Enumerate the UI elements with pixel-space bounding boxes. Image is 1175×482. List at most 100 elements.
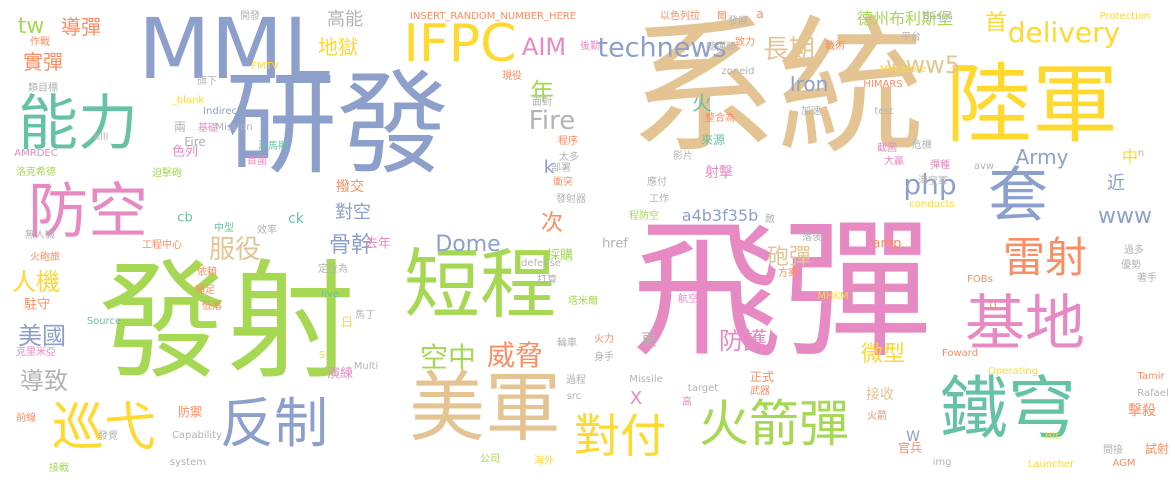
word-cloud-word: U: [989, 301, 997, 312]
word-cloud-word: 面對: [532, 97, 552, 108]
word-cloud-word: MHKM: [817, 291, 849, 302]
word-cloud-word: technews: [597, 32, 727, 64]
word-cloud-word: Dome: [435, 232, 501, 257]
word-cloud-word: 發射器: [556, 194, 586, 205]
word-cloud-word: www5: [885, 51, 961, 79]
word-cloud-word: 擊殺: [1128, 403, 1156, 419]
word-cloud-word: php: [903, 168, 957, 201]
word-cloud-word: Launcher: [1027, 459, 1075, 470]
word-cloud-word: k: [543, 157, 555, 178]
word-cloud-word: 危機: [912, 140, 932, 151]
word-cloud-word: 導致: [20, 367, 68, 395]
word-cloud-word: 工程中心: [142, 240, 182, 251]
word-cloud-word: ck: [288, 211, 304, 227]
word-cloud-word: 火箭彈: [699, 395, 849, 453]
word-cloud-word: 對空: [335, 202, 371, 223]
word-cloud-word: Army: [1015, 145, 1069, 169]
word-cloud-word: Tamir: [1137, 371, 1165, 382]
word-cloud-word: FMTV: [251, 61, 279, 72]
word-cloud-word: 砲彈: [766, 245, 812, 270]
word-cloud-word: 洛克希德: [16, 167, 56, 178]
word-cloud-word: 以色列拉: [660, 11, 700, 22]
word-cloud-word: 採購: [546, 248, 574, 264]
word-cloud-word: 導彈: [61, 15, 101, 39]
word-cloud-word: 發射: [98, 248, 356, 397]
word-cloud-word: 日: [340, 315, 354, 329]
word-cloud-word: X: [629, 388, 643, 409]
word-cloud-word: 敵: [765, 214, 775, 225]
word-cloud-word: Operating: [988, 366, 1038, 377]
word-cloud-word: S: [318, 350, 326, 361]
word-cloud-word: FOBs: [967, 274, 993, 285]
word-cloud-word: 兩: [173, 120, 187, 134]
word-cloud-word: 火箭: [867, 411, 887, 422]
word-cloud-word: 防禦: [177, 405, 203, 419]
word-cloud-word: Protection: [1099, 11, 1151, 22]
word-cloud-word: 海外: [534, 456, 554, 467]
word-cloud-word: _blank: [171, 95, 205, 106]
word-cloud-word: 巡弋: [51, 398, 157, 458]
word-cloud-word: 應付: [647, 177, 667, 188]
word-cloud-word: W: [906, 429, 920, 445]
word-cloud-word: 類目標: [28, 83, 58, 94]
word-cloud-word: Fire: [528, 106, 576, 136]
word-cloud-word: 極彈頭: [706, 42, 736, 53]
word-cloud-word: href: [602, 236, 628, 252]
word-cloud-word: 實彈: [23, 50, 63, 74]
word-cloud-word: Kill: [93, 132, 109, 143]
word-cloud-word: 射擊: [705, 165, 733, 181]
word-cloud-word: 部署: [551, 163, 571, 174]
word-cloud-word: Bases: [923, 11, 953, 22]
word-cloud-word: 演練: [326, 366, 354, 382]
word-cloud-word: 服役: [208, 235, 262, 265]
word-cloud-word: Foward: [941, 348, 979, 359]
word-cloud-word: 陸軍: [946, 55, 1118, 155]
word-cloud-word: img: [932, 457, 952, 468]
word-cloud-word: Iron: [789, 72, 829, 96]
word-cloud-word: a: [756, 7, 764, 21]
word-cloud-word: 雷射: [1002, 233, 1088, 282]
word-cloud-word: 塔米爾: [568, 296, 598, 307]
word-cloud-word: 發覺: [98, 431, 118, 442]
word-cloud-word: 威脅: [486, 339, 544, 372]
word-cloud-word: INSERT_RANDOM_NUMBER_HERE: [409, 11, 577, 22]
word-cloud-word: 太多: [559, 152, 579, 163]
word-cloud-word: 近: [1107, 173, 1125, 194]
word-cloud-word: www: [1098, 204, 1152, 229]
word-cloud-word: 落後: [802, 232, 822, 243]
word-cloud-word: Missile: [629, 374, 663, 385]
word-cloud-word: 鐵穹: [939, 370, 1077, 449]
word-cloud-word: 試射: [1144, 442, 1170, 456]
word-cloud-word: 接戰: [49, 463, 69, 474]
word-cloud-word: 接收: [866, 387, 894, 403]
word-cloud-word: AIM: [521, 33, 567, 61]
word-cloud-word: 馬丁: [355, 310, 375, 321]
word-cloud-word: 海馬斯: [258, 141, 288, 152]
word-cloud-word: 過多: [1124, 245, 1144, 256]
word-cloud-word: 過程: [566, 375, 586, 386]
word-cloud-word: 彈種: [930, 160, 950, 171]
word-cloud-word: system: [169, 457, 207, 468]
word-cloud-word: amp: [872, 236, 902, 252]
word-cloud-word: 迫擊砲: [152, 168, 182, 179]
word-cloud-word: 飛彈: [631, 205, 933, 379]
word-cloud-word: 克里米亞: [16, 347, 56, 358]
word-cloud-word: 短程: [404, 240, 556, 329]
word-cloud-word: 能力: [18, 89, 138, 159]
word-cloud-word: Indirect: [203, 106, 241, 117]
word-cloud-word: 公司: [480, 454, 500, 465]
word-cloud-word: IFPC: [403, 14, 517, 74]
word-cloud-word: 打算: [537, 275, 557, 286]
word-cloud-word: 研發: [225, 60, 449, 190]
word-cloud-word: Fire: [184, 135, 206, 149]
word-cloud-word: 間接: [1103, 445, 1123, 456]
word-cloud-word: src: [566, 391, 582, 402]
word-cloud-word: Capability: [171, 430, 223, 441]
word-cloud-word: Multi: [353, 361, 379, 372]
word-cloud-word: 中: [1121, 147, 1139, 166]
word-cloud-word: 優勢: [1121, 260, 1141, 271]
word-cloud-word: target: [687, 383, 719, 394]
word-cloud-word: 大贏: [884, 156, 904, 167]
word-cloud-word: 高能: [327, 9, 363, 30]
word-cloud-word: 工作: [649, 194, 669, 205]
